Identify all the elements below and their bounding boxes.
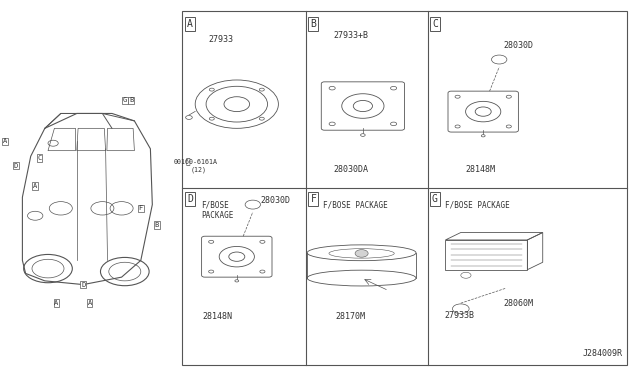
Circle shape: [245, 200, 260, 209]
Text: F/BOSE PACKAGE: F/BOSE PACKAGE: [445, 200, 509, 209]
Circle shape: [506, 125, 511, 128]
Circle shape: [455, 125, 460, 128]
Text: D: D: [14, 163, 18, 169]
Text: F/BOSE
PACKAGE: F/BOSE PACKAGE: [202, 200, 234, 219]
Text: A: A: [33, 183, 37, 189]
Circle shape: [260, 240, 265, 243]
Circle shape: [259, 117, 264, 120]
Text: 28148N: 28148N: [203, 312, 232, 321]
Bar: [182, 11, 627, 365]
Circle shape: [452, 304, 469, 314]
Circle shape: [209, 270, 214, 273]
Text: F: F: [310, 194, 316, 204]
Circle shape: [329, 122, 335, 126]
Text: G: G: [432, 194, 438, 204]
Circle shape: [235, 280, 239, 282]
Text: F: F: [139, 205, 143, 211]
Text: 28030D: 28030D: [504, 41, 533, 50]
Text: 00160-6161A: 00160-6161A: [173, 159, 217, 165]
Circle shape: [506, 95, 511, 98]
Text: J284009R: J284009R: [582, 349, 622, 358]
Circle shape: [461, 272, 471, 278]
Text: A: A: [187, 19, 193, 29]
Bar: [445, 240, 527, 270]
Text: F/BOSE PACKAGE: F/BOSE PACKAGE: [323, 200, 388, 209]
Circle shape: [492, 55, 507, 64]
Text: D: D: [187, 194, 193, 204]
Circle shape: [390, 122, 397, 126]
Text: D: D: [81, 282, 85, 288]
Text: 27933: 27933: [208, 35, 234, 44]
Text: A: A: [88, 300, 92, 306]
Circle shape: [390, 86, 397, 90]
Circle shape: [360, 134, 365, 137]
Text: A: A: [54, 300, 58, 306]
Circle shape: [329, 86, 335, 90]
Text: 28060M: 28060M: [504, 299, 533, 308]
Text: C: C: [432, 19, 438, 29]
Text: A: A: [3, 138, 7, 144]
Text: 28148M: 28148M: [465, 165, 495, 174]
Text: 28170M: 28170M: [336, 312, 365, 321]
Text: (12): (12): [191, 167, 206, 173]
Text: B: B: [129, 97, 133, 103]
Circle shape: [481, 135, 485, 137]
Circle shape: [355, 250, 368, 257]
Text: G: G: [123, 97, 127, 103]
Text: B: B: [155, 222, 159, 228]
Circle shape: [259, 88, 264, 91]
Circle shape: [209, 88, 214, 91]
Text: 27933+B: 27933+B: [333, 31, 368, 40]
Circle shape: [260, 270, 265, 273]
Circle shape: [209, 240, 214, 243]
Text: C: C: [38, 155, 42, 161]
Circle shape: [186, 116, 192, 119]
Text: 27933B: 27933B: [445, 311, 474, 320]
Text: 28030DA: 28030DA: [333, 165, 368, 174]
Text: 28030D: 28030D: [260, 196, 290, 205]
Text: B: B: [310, 19, 316, 29]
Text: Ⓢ: Ⓢ: [186, 157, 191, 166]
Circle shape: [209, 117, 214, 120]
Circle shape: [455, 95, 460, 98]
